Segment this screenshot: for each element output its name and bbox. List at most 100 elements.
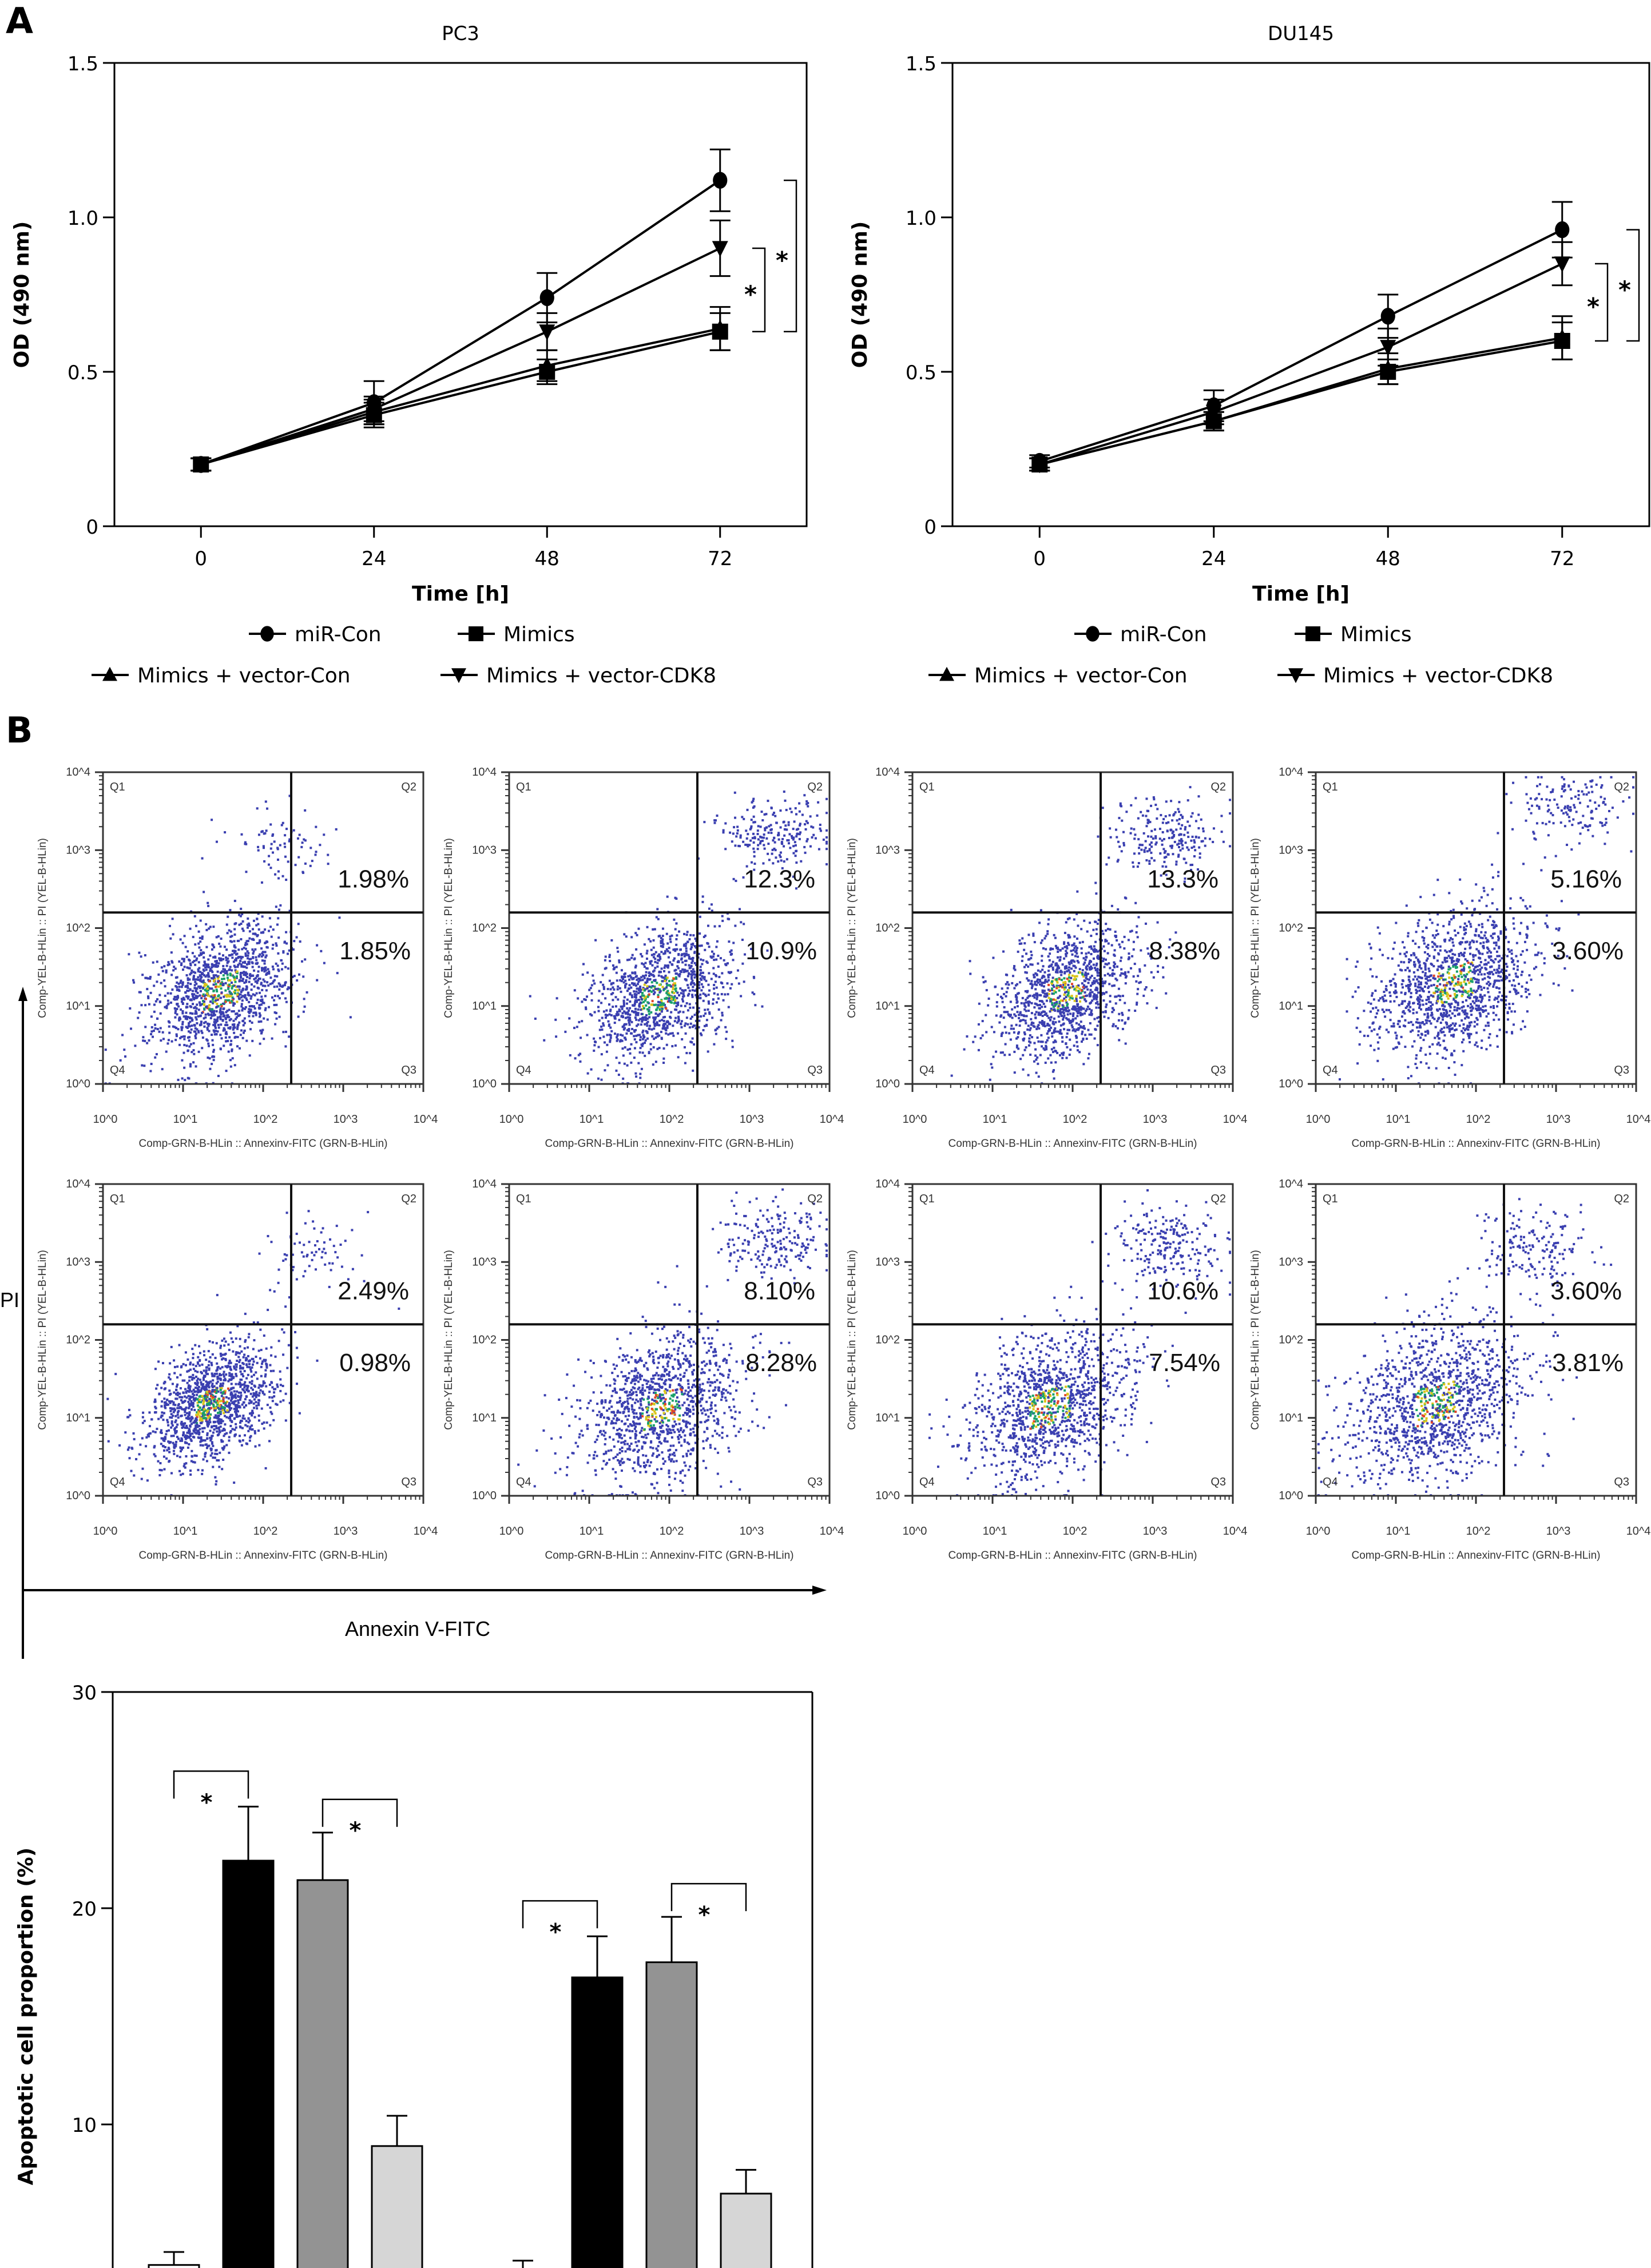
event-dot xyxy=(634,1028,637,1031)
event-dot xyxy=(669,940,672,943)
event-dot xyxy=(720,993,723,996)
event-dot xyxy=(604,967,606,970)
event-dot xyxy=(1113,966,1116,968)
event-dot xyxy=(231,1000,233,1003)
data-point xyxy=(712,241,728,257)
event-dot xyxy=(284,845,287,848)
event-dot xyxy=(637,1034,640,1036)
event-dot xyxy=(1042,1002,1045,1005)
event-dot xyxy=(688,938,691,941)
event-dot xyxy=(616,947,619,950)
event-dot xyxy=(1186,846,1189,849)
event-dot xyxy=(612,982,615,984)
event-dot xyxy=(1094,980,1097,983)
event-dot xyxy=(707,994,710,996)
event-dot xyxy=(817,801,820,804)
event-dot xyxy=(1479,936,1482,939)
event-dot xyxy=(638,1004,641,1007)
event-dot xyxy=(608,1034,611,1036)
event-dot xyxy=(1371,975,1374,978)
event-dot xyxy=(1097,1003,1100,1006)
event-dot xyxy=(247,957,249,960)
event-dot xyxy=(1103,966,1106,968)
event-dot xyxy=(1154,843,1157,846)
event-dot xyxy=(616,1034,619,1037)
event-dot xyxy=(583,998,586,1000)
event-dot xyxy=(1463,1010,1466,1012)
event-dot xyxy=(275,1017,278,1020)
event-dot xyxy=(217,1026,220,1029)
event-dot xyxy=(1027,965,1030,968)
event-dot xyxy=(627,1013,630,1016)
event-dot xyxy=(1054,999,1057,1002)
event-dot xyxy=(1171,819,1174,822)
event-dot xyxy=(1069,1022,1071,1024)
event-dot xyxy=(217,986,220,988)
event-dot xyxy=(233,1031,236,1034)
event-dot xyxy=(634,966,637,969)
event-dot xyxy=(643,997,646,1000)
event-dot xyxy=(683,955,686,958)
event-dot xyxy=(225,1040,228,1043)
event-dot xyxy=(1065,1001,1068,1004)
event-dot xyxy=(1152,976,1155,979)
event-dot xyxy=(1095,1006,1098,1009)
event-dot xyxy=(702,971,705,974)
event-dot xyxy=(668,1022,670,1025)
event-dot xyxy=(722,986,725,988)
series-line xyxy=(200,179,721,466)
event-dot xyxy=(691,971,694,974)
event-dot xyxy=(304,958,307,961)
event-dot xyxy=(1065,921,1067,924)
event-dot xyxy=(1039,970,1042,973)
event-dot xyxy=(1143,851,1146,853)
event-dot xyxy=(209,954,212,957)
event-dot xyxy=(1535,966,1538,968)
y-tick-label: 10^3 xyxy=(472,844,497,856)
event-dot xyxy=(1479,968,1482,971)
event-dot xyxy=(179,938,182,941)
event-dot xyxy=(264,1008,267,1011)
event-dot xyxy=(235,975,238,978)
event-dot xyxy=(1516,965,1519,968)
event-dot xyxy=(700,958,703,961)
event-dot xyxy=(743,980,745,983)
event-dot xyxy=(1114,978,1117,980)
event-dot xyxy=(644,962,647,964)
event-dot xyxy=(699,977,702,980)
event-dot xyxy=(1561,788,1563,791)
event-dot xyxy=(174,1016,177,1019)
event-dot xyxy=(659,958,662,960)
event-dot xyxy=(234,1035,237,1038)
event-dot xyxy=(622,1028,625,1031)
event-dot xyxy=(1057,1030,1059,1033)
event-dot xyxy=(297,856,300,859)
event-dot xyxy=(213,1018,216,1021)
event-dot xyxy=(228,983,231,986)
event-dot xyxy=(644,974,647,977)
event-dot xyxy=(767,852,769,855)
event-dot xyxy=(275,944,278,947)
event-dot xyxy=(1050,1061,1053,1064)
event-dot xyxy=(1059,1010,1062,1013)
event-dot xyxy=(1030,980,1033,983)
event-dot xyxy=(191,1019,194,1022)
event-dot xyxy=(598,990,601,992)
event-dot xyxy=(216,1018,219,1021)
event-dot xyxy=(1086,1005,1089,1008)
event-dot xyxy=(255,962,258,965)
event-dot xyxy=(1075,989,1078,992)
event-dot xyxy=(605,1009,608,1012)
event-dot xyxy=(648,938,650,940)
event-dot xyxy=(178,1043,181,1046)
event-dot xyxy=(1198,846,1201,849)
event-dot xyxy=(1473,976,1475,979)
significance-bracket xyxy=(784,179,797,333)
event-dot xyxy=(1190,815,1193,818)
event-dot xyxy=(1181,815,1184,818)
event-dot xyxy=(248,977,251,980)
x-tick-label: 72 xyxy=(1550,547,1574,570)
event-dot xyxy=(1064,983,1067,986)
event-dot xyxy=(212,944,215,947)
event-dot xyxy=(999,1015,1002,1018)
